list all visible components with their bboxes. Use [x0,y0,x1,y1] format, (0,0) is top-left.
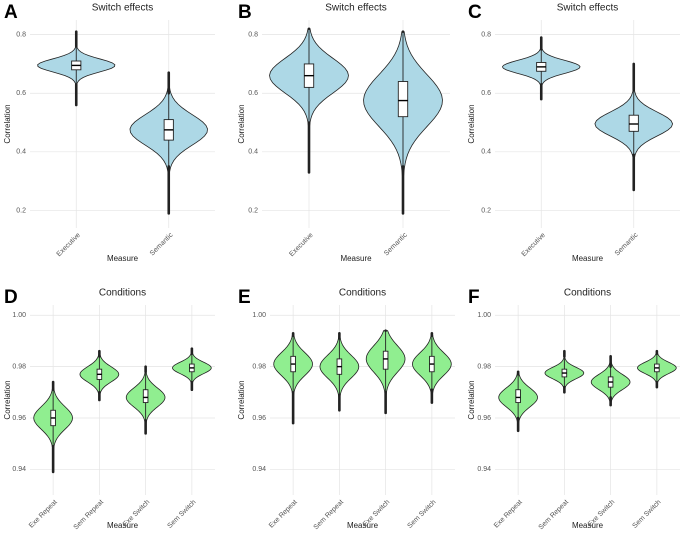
x-tick-label: Sem Repeat [313,499,346,532]
y-tick-label: 0.8 [16,31,26,38]
x-axis-title: Measure [572,521,604,530]
y-tick-label: 1.00 [12,312,26,319]
y-tick-label: 0.8 [481,31,491,38]
y-tick-label: 0.94 [12,466,26,473]
y-axis-title: Correlation [237,380,246,419]
y-tick-label: 0.96 [12,415,26,422]
y-tick-label: 0.4 [481,149,491,156]
y-axis-title: Correlation [467,380,476,419]
x-tick-label: Sem Switch [407,499,438,530]
panel-title: Conditions [99,288,146,299]
x-tick-label: Exe Repeat [28,499,59,530]
x-axis-title: Measure [572,254,604,263]
box [397,81,409,118]
y-tick-label: 0.98 [12,363,26,370]
panel-letter: C [468,2,482,23]
y-tick-label: 0.4 [16,149,26,156]
y-tick-label: 0.8 [248,31,258,38]
x-axis-title: Measure [107,521,139,530]
y-tick-label: 0.2 [248,207,258,214]
panel-letter: A [4,2,18,23]
y-axis-title: Correlation [237,104,246,143]
x-tick-label: Executive [56,232,82,258]
panel-title: Switch effects [557,3,619,14]
y-tick-label: 0.96 [477,415,491,422]
x-tick-label: Semantic [149,231,175,257]
y-tick-label: 0.2 [481,207,491,214]
y-tick-label: 0.98 [477,363,491,370]
panel-letter: D [4,287,18,308]
panel-letter: F [468,287,480,308]
box [142,389,149,404]
y-axis-title: Correlation [3,104,12,143]
x-tick-label: Executive [288,232,314,258]
y-tick-label: 0.6 [16,90,26,97]
panel-title: Conditions [339,288,386,299]
x-tick-label: Sem Repeat [73,499,106,532]
x-tick-label: Semantic [383,231,409,257]
y-tick-label: 0.6 [248,90,258,97]
x-tick-label: Exe Repeat [493,499,524,530]
box [382,350,389,370]
x-tick-label: Executive [521,232,547,258]
panel-letter: B [238,2,252,23]
y-tick-label: 0.98 [252,363,266,370]
y-tick-label: 1.00 [252,312,266,319]
box [515,389,521,404]
panel-title: Switch effects [325,3,387,14]
panel-title: Switch effects [92,3,154,14]
x-axis-title: Measure [347,521,379,530]
y-tick-label: 1.00 [477,312,491,319]
x-tick-label: Sem Repeat [538,499,571,532]
y-axis-title: Correlation [3,380,12,419]
panel-title: Conditions [564,288,611,299]
y-tick-label: 0.6 [481,90,491,97]
x-tick-label: Semantic [614,231,640,257]
y-tick-label: 0.2 [16,207,26,214]
y-tick-label: 0.94 [252,466,266,473]
x-axis-title: Measure [340,254,372,263]
x-tick-label: Sem Switch [167,499,198,530]
y-tick-label: 0.4 [248,149,258,156]
x-tick-label: Sem Switch [632,499,663,530]
x-tick-label: Exe Repeat [268,499,299,530]
y-tick-label: 0.94 [477,466,491,473]
y-tick-label: 0.96 [252,415,266,422]
panel-letter: E [238,287,251,308]
x-axis-title: Measure [107,254,139,263]
box [628,114,639,132]
y-axis-title: Correlation [467,104,476,143]
